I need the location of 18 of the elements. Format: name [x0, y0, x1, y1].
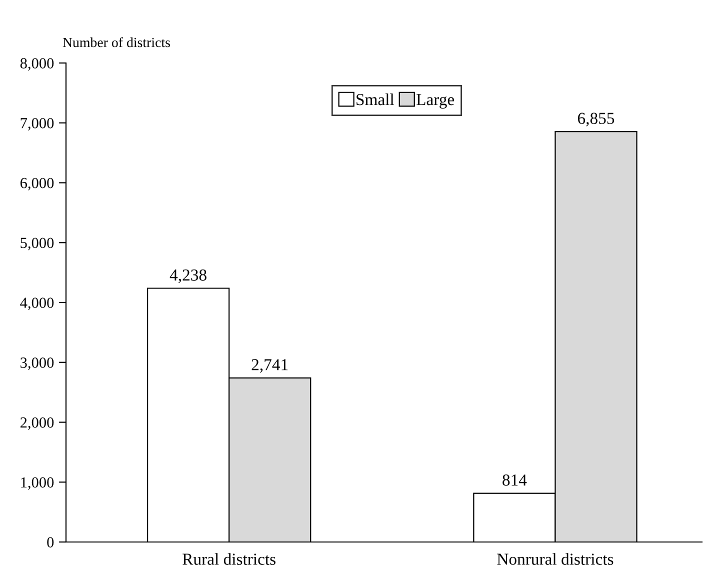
- data-label: 814: [502, 474, 527, 486]
- legend-label: Small: [356, 93, 394, 106]
- legend-label: Large: [416, 94, 454, 109]
- y-tick-label: 3,000: [20, 358, 54, 370]
- y-axis-title: Number of districts: [62, 37, 170, 48]
- y-tick-label: 1,000: [21, 477, 54, 490]
- y-tick-label: 8,000: [20, 58, 54, 71]
- y-tick-label: 7,000: [20, 118, 54, 131]
- data-label: 2,741: [252, 359, 288, 373]
- y-tick-label: 2,000: [20, 417, 54, 430]
- y-tick-label: 6,000: [20, 178, 54, 190]
- x-tick-label: Rural districts: [182, 553, 276, 565]
- data-label: 6,855: [578, 112, 614, 126]
- y-tick-label: 4,000: [20, 298, 54, 310]
- x-tick-label: Nonrural districts: [497, 553, 614, 565]
- y-tick-label: 0: [47, 537, 54, 548]
- y-tick-label: 5,000: [20, 238, 54, 250]
- data-label: 4,238: [170, 269, 206, 284]
